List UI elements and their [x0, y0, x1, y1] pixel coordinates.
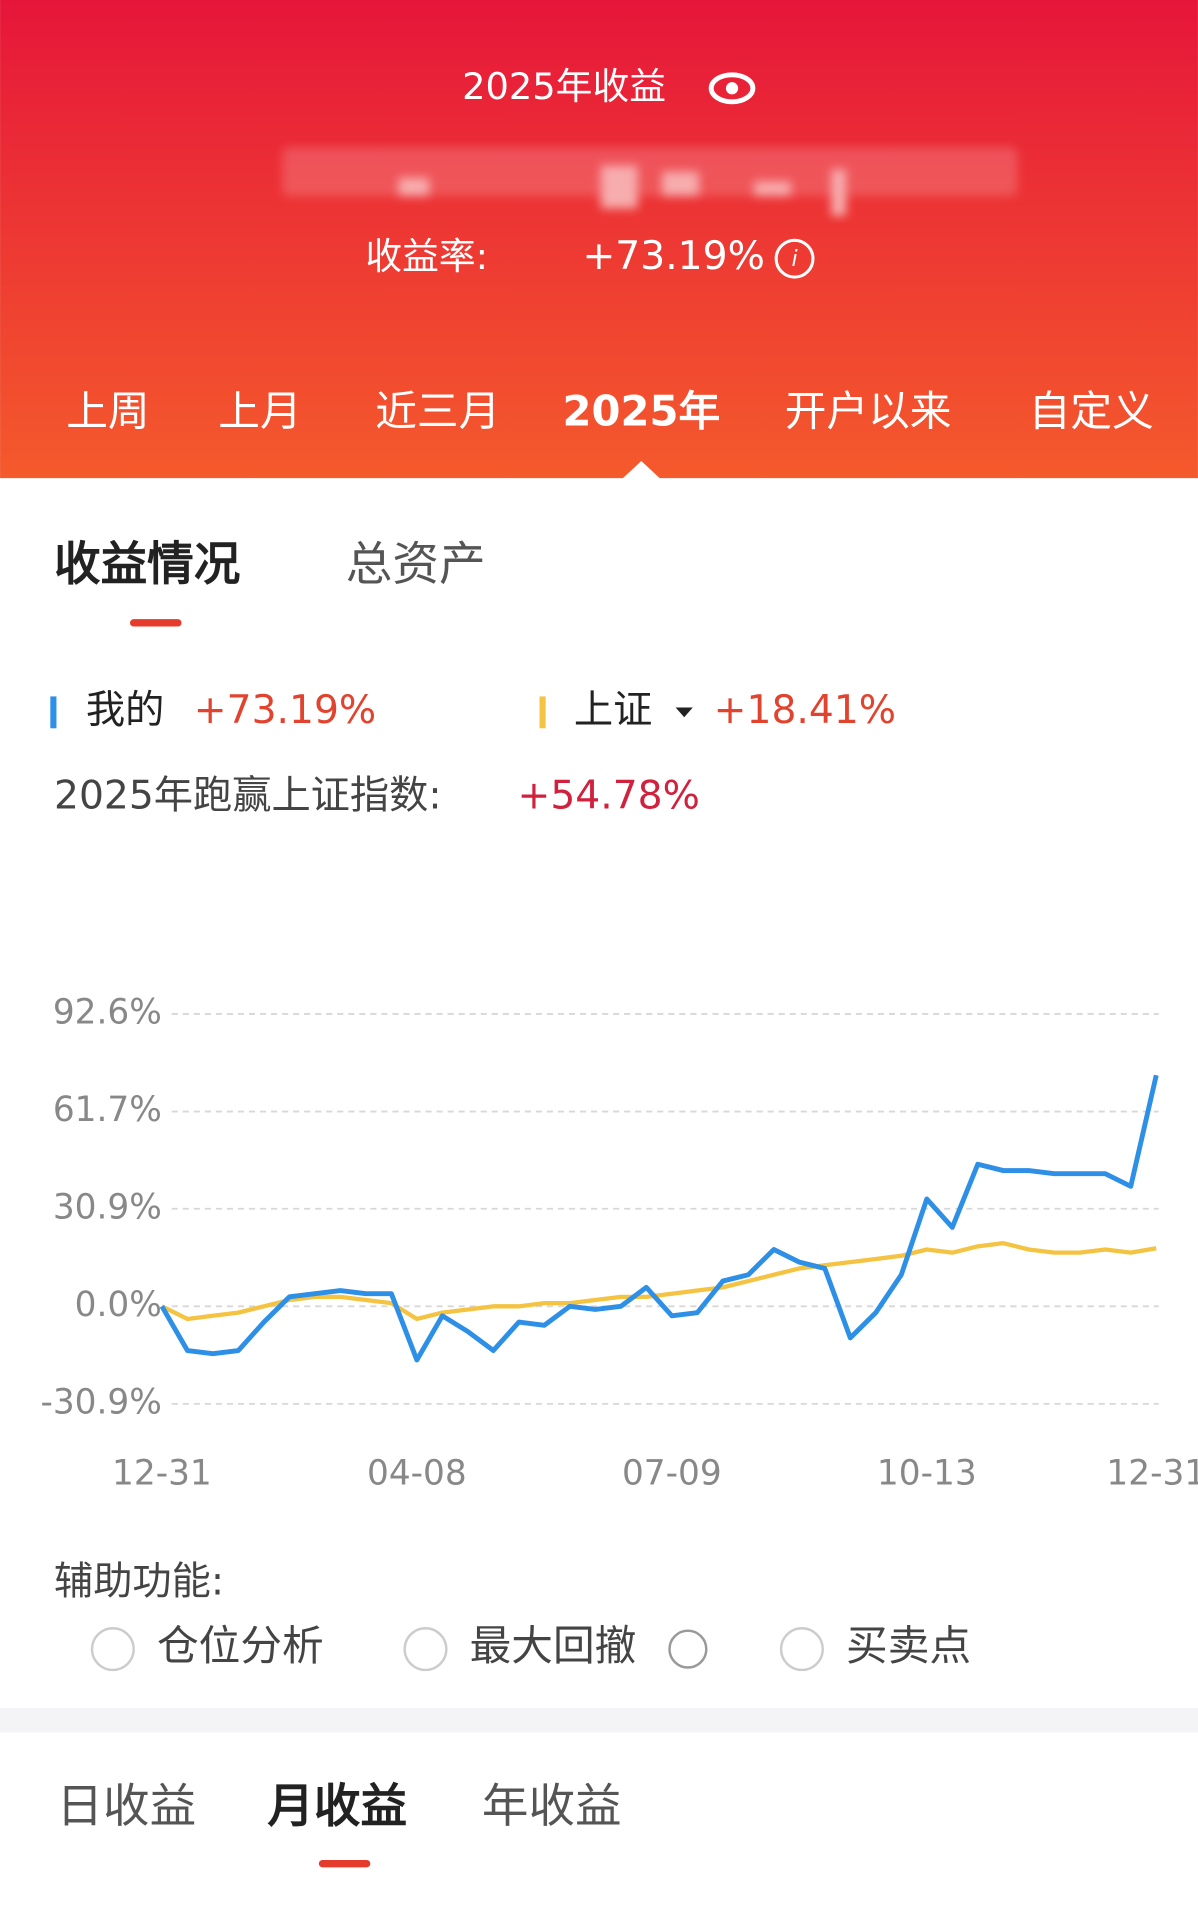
legend-name: 我的 [86, 688, 164, 733]
section-tab[interactable]: 总资产 [346, 537, 486, 591]
option-label[interactable]: 仓位分析 [157, 1621, 324, 1670]
comparison-value: +54.78% [517, 774, 699, 819]
section-tab[interactable]: 收益情况 [54, 537, 240, 591]
legend-swatch [539, 696, 546, 729]
bottom-tab[interactable]: 日收益 [56, 1779, 196, 1833]
rate-value: +73.19% [582, 234, 764, 279]
y-tick-label: 61.7% [53, 1090, 162, 1130]
legend-swatch [50, 696, 57, 729]
radio[interactable] [90, 1627, 135, 1672]
y-tick-label: 30.9% [53, 1187, 162, 1227]
period-tab[interactable]: 近三月 [375, 386, 500, 435]
x-tick-label: 10-13 [877, 1453, 977, 1493]
period-tab[interactable]: 开户以来 [785, 386, 952, 435]
period-tab[interactable]: 自定义 [1029, 386, 1154, 435]
svg-text:i: i [791, 247, 798, 272]
radio[interactable] [403, 1627, 448, 1672]
x-tick-label: 12-31 [112, 1453, 212, 1493]
period-tab[interactable]: 2025年 [562, 386, 720, 435]
info-icon[interactable]: i [774, 238, 815, 279]
eye-icon[interactable] [708, 72, 756, 105]
comparison-label: 2025年跑赢上证指数: [54, 774, 442, 819]
period-tab[interactable]: 上周 [66, 386, 149, 435]
info-icon[interactable] [668, 1629, 708, 1669]
bottom-tab[interactable]: 年收益 [482, 1779, 622, 1833]
y-tick-label: -30.9% [40, 1382, 161, 1422]
series-line [159, 1074, 1159, 1363]
period-tab[interactable]: 上月 [218, 386, 301, 435]
header-bg [0, 0, 1198, 479]
legend-name[interactable]: 上证 [574, 688, 652, 733]
rate-label: 收益率: [365, 235, 488, 278]
hidden-amount [282, 147, 1018, 216]
dropdown-arrow[interactable] [675, 707, 693, 718]
option-label[interactable]: 最大回撤 [470, 1621, 637, 1670]
x-tick-label: 12-31 [1106, 1453, 1198, 1493]
option-label[interactable]: 买卖点 [846, 1621, 971, 1670]
aux-label: 辅助功能: [54, 1560, 224, 1605]
series-line [160, 1241, 1157, 1322]
bottom-tab[interactable]: 月收益 [267, 1779, 407, 1833]
divider [0, 1707, 1198, 1733]
radio[interactable] [779, 1627, 824, 1672]
legend-value: +73.19% [194, 688, 376, 733]
x-tick-label: 07-09 [622, 1453, 722, 1493]
tab-indicator [130, 619, 182, 627]
header-title: 2025年收益 [462, 65, 666, 108]
y-tick-label: 0.0% [75, 1285, 162, 1325]
x-tick-label: 04-08 [367, 1453, 467, 1493]
y-tick-label: 92.6% [53, 992, 162, 1032]
tab-indicator [318, 1859, 371, 1868]
legend-value: +18.41% [714, 688, 896, 733]
